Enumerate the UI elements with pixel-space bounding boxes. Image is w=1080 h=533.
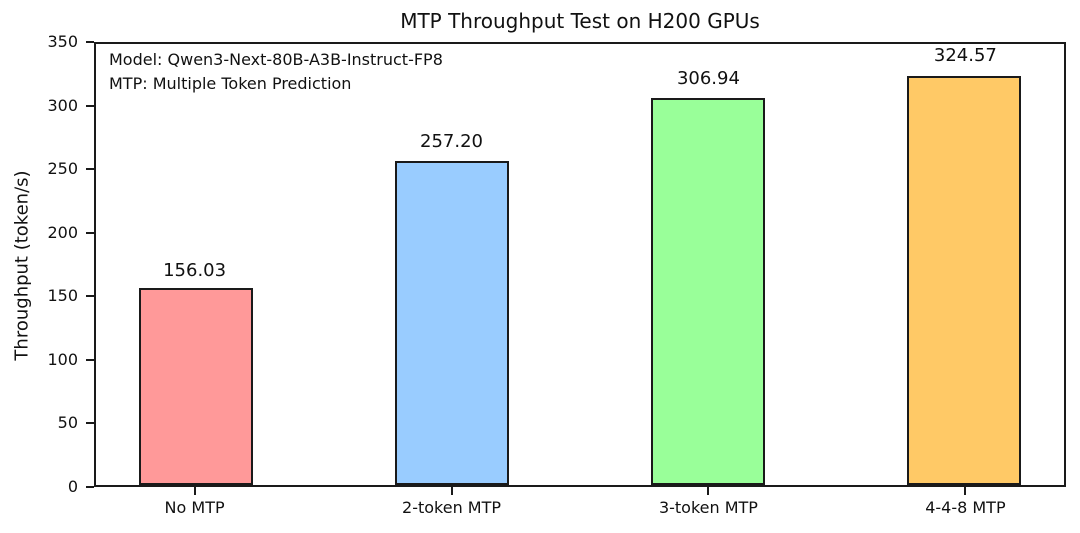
annotation-block: Model: Qwen3-Next-80B-A3B-Instruct-FP8 M…: [109, 48, 443, 96]
x-tick-label: 2-token MTP: [402, 498, 502, 517]
y-tick-mark: [86, 422, 94, 425]
x-tick-mark: [964, 487, 967, 495]
y-tick-mark: [86, 104, 94, 107]
y-tick-label: 300: [47, 95, 78, 115]
y-axis-label: Throughput (token/s): [11, 170, 33, 361]
bar-4-4-8-mtp: [906, 76, 1021, 485]
bar-no-mtp: [139, 288, 254, 485]
y-tick-label: 350: [47, 32, 78, 51]
y-tick-mark: [86, 168, 94, 171]
y-tick-mark: [86, 41, 94, 43]
y-tick-mark: [86, 231, 94, 234]
annotation-model-line: Model: Qwen3-Next-80B-A3B-Instruct-FP8: [109, 50, 443, 69]
bar-value-label: 257.20: [420, 130, 484, 152]
y-tick-label: 250: [47, 159, 78, 179]
x-tick-label: 4-4-8 MTP: [925, 498, 1006, 517]
x-tick-mark: [193, 487, 196, 495]
bar-value-label: 306.94: [676, 67, 740, 89]
bar-value-label: 156.03: [163, 259, 227, 281]
plot-area: Model: Qwen3-Next-80B-A3B-Instruct-FP8 M…: [94, 42, 1066, 487]
annotation-mtp-line: MTP: Multiple Token Prediction: [109, 74, 352, 93]
y-tick-label: 200: [47, 222, 78, 242]
x-tick-label: 3-token MTP: [658, 498, 758, 517]
y-tick-label: 0: [67, 477, 78, 496]
x-tick-mark: [707, 487, 710, 495]
bar-value-label: 324.57: [933, 45, 997, 67]
bar-2-token-mtp: [394, 160, 510, 485]
x-tick-mark: [450, 487, 453, 495]
y-tick-label: 100: [47, 349, 78, 369]
y-tick-label: 150: [47, 286, 78, 306]
x-tick-label: No MTP: [164, 498, 225, 517]
y-tick-mark: [86, 358, 94, 361]
y-tick-mark: [86, 486, 94, 488]
bar-3-token-mtp: [650, 98, 766, 485]
y-tick-label: 50: [57, 413, 78, 433]
y-tick-mark: [86, 295, 94, 298]
chart-title: MTP Throughput Test on H200 GPUs: [400, 9, 760, 33]
